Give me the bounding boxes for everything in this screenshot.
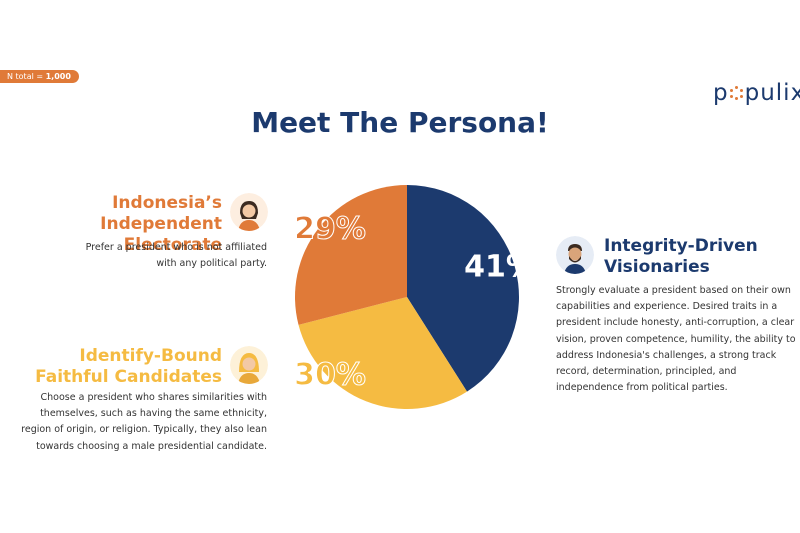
logo-dots-icon [729, 86, 744, 100]
desc-line: Prefer a president who is not affiliated [85, 242, 267, 253]
desc-line: record, determination, principled, and [556, 366, 737, 378]
avatar-bearded-man-icon [556, 236, 594, 274]
desc-line: capabilities and experience. Desired tra… [556, 301, 778, 313]
desc-line: Choose a president who shares similariti… [40, 392, 267, 403]
persona-heading-independent: Indonesia’s Independent Electorate [0, 193, 222, 256]
sample-size-badge: N total = 1,000 [0, 70, 79, 83]
badge-label: N total = [7, 72, 46, 81]
desc-line: region of origin, or religion. Typically… [21, 424, 267, 436]
avatar-hijab-woman-icon [230, 346, 268, 384]
heading-line: Integrity-Driven [604, 236, 758, 256]
pie-slice [298, 297, 468, 409]
heading-line: Faithful Candidates [35, 367, 222, 387]
pie-slice-label: 30% [294, 358, 366, 393]
heading-line: Visionaries [604, 257, 710, 277]
badge-value: 1,000 [45, 72, 71, 81]
pie-slice-label: 41% [464, 250, 536, 285]
pie-slice [407, 185, 520, 392]
heading-line: Identify-Bound [79, 346, 222, 366]
persona-desc-integrity: Strongly evaluate a president based on t… [556, 283, 796, 396]
persona-desc-independent: Prefer a president who is not affiliated… [86, 240, 267, 272]
logo-text-left: p [713, 80, 729, 106]
pie-slice-label: 29% [294, 212, 366, 247]
logo-text-right: pulix [744, 80, 800, 106]
desc-line: independence from political parties. [556, 382, 728, 394]
persona-heading-integrity: Integrity-Driven Visionaries [604, 236, 758, 278]
persona-heading-identity: Identify-Bound Faithful Candidates [35, 346, 222, 388]
desc-line: president include honesty, anti-corrupti… [556, 317, 795, 329]
heading-line: Indonesia’s [112, 193, 222, 213]
pie-slice [295, 185, 407, 325]
page-title: Meet The Persona! [251, 106, 549, 139]
heading-line: Independent Electorate [100, 214, 222, 255]
persona-desc-identity: Choose a president who shares similariti… [21, 390, 267, 455]
desc-line: vision, proven competence, humility, the… [556, 333, 796, 345]
desc-line: Strongly evaluate a president based on t… [556, 285, 791, 296]
avatar-woman-icon [230, 193, 268, 231]
desc-line: towards choosing a male presidential can… [36, 440, 267, 452]
desc-line: address Indonesia's challenges, a strong… [556, 349, 777, 361]
desc-line: themselves, such as having the same ethn… [40, 408, 267, 420]
populix-logo: p pulix [713, 80, 800, 106]
desc-line: with any political party. [156, 258, 267, 270]
